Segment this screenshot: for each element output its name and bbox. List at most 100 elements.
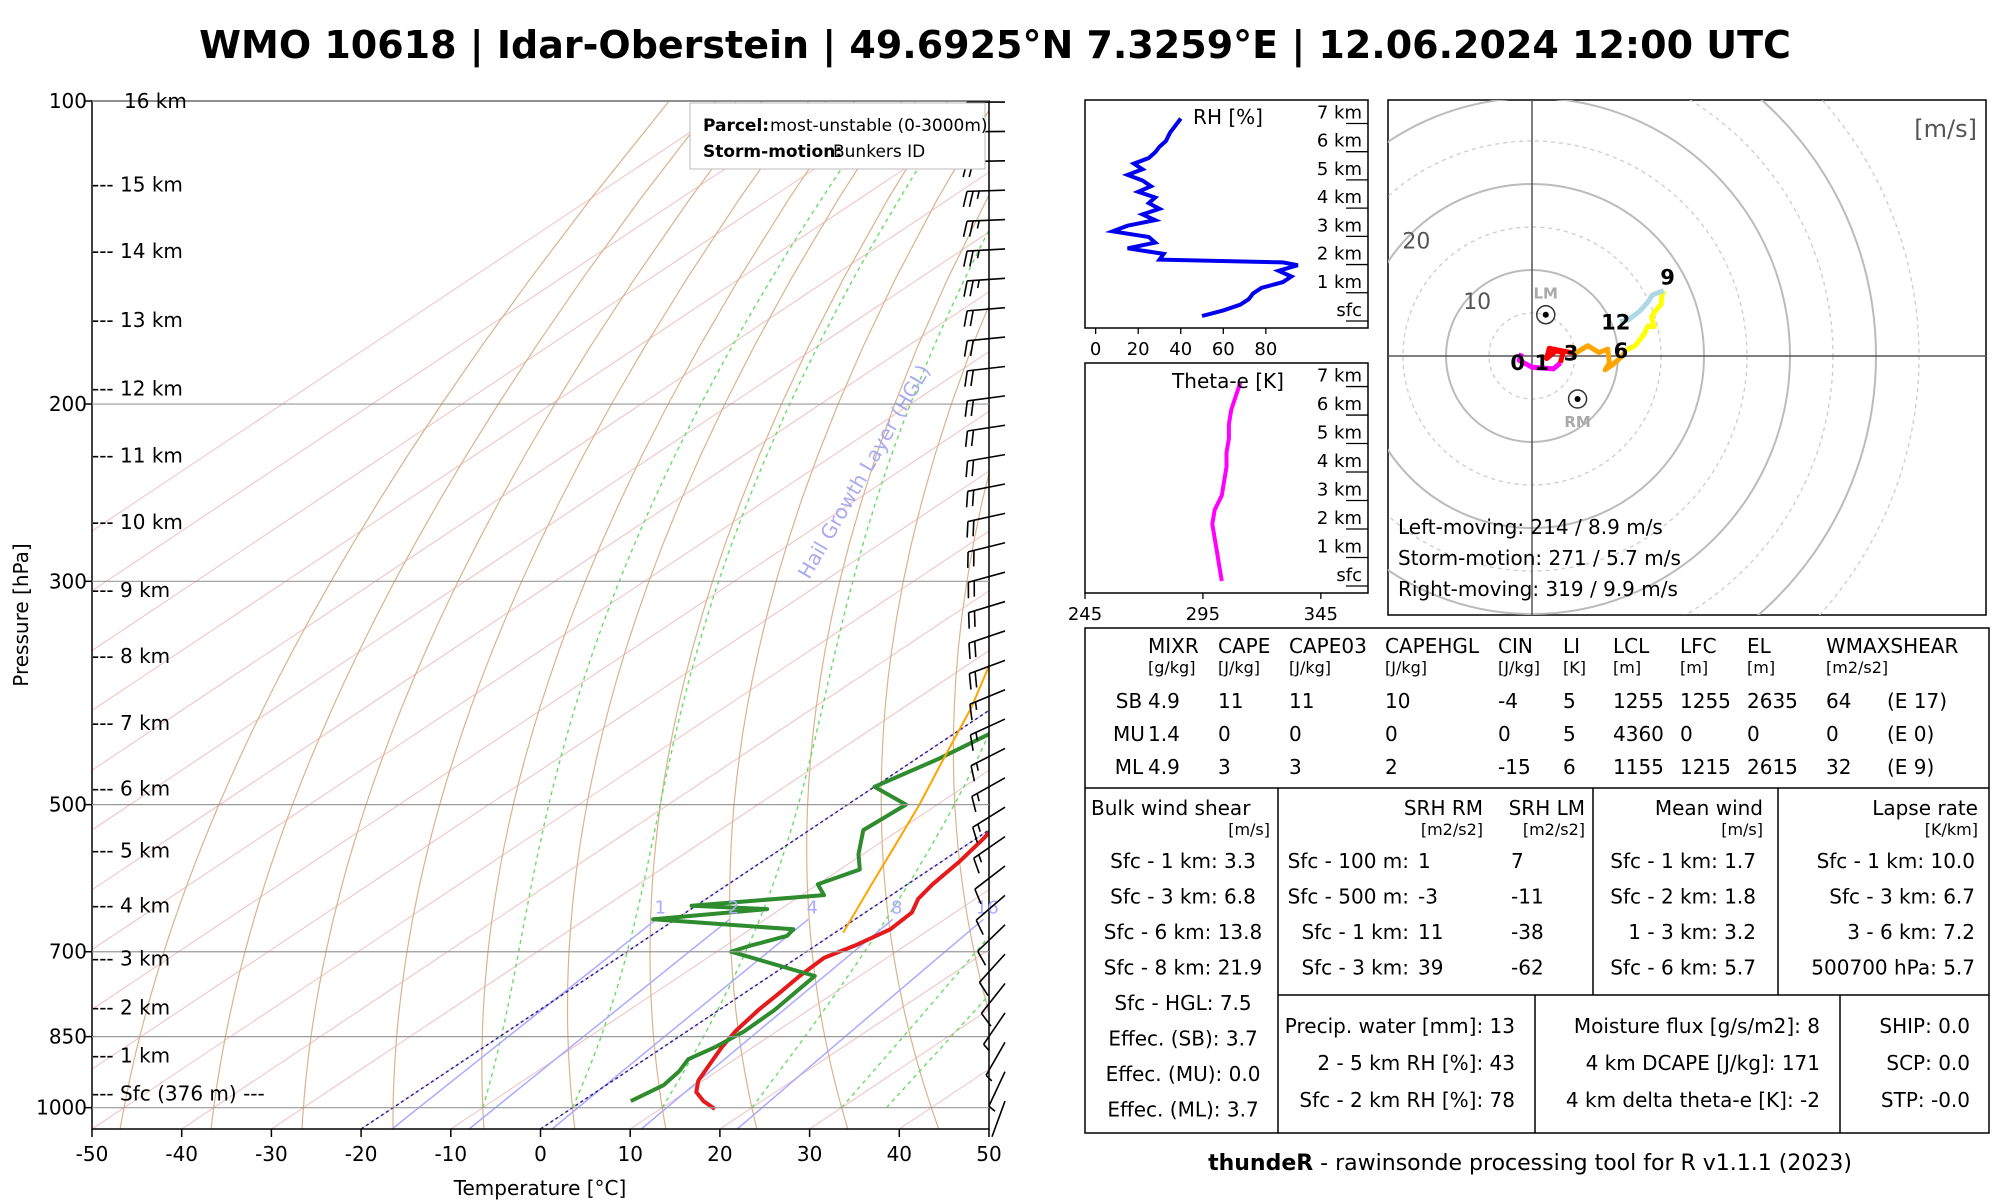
- moisture-row: 2 - 5 km RH [%]: 43: [1317, 1051, 1515, 1075]
- wind-barb-flag: [989, 1106, 995, 1111]
- height-label: 16 km: [124, 89, 187, 113]
- mixing-ratio-label: 8: [891, 897, 902, 918]
- thetae-y-tick-label: sfc: [1336, 565, 1362, 586]
- table-cell: 10: [1385, 689, 1410, 713]
- mixing-ratio-line: [552, 919, 808, 1129]
- wind-barb-flag: [970, 251, 973, 267]
- hodo-readout-right: Right-moving: 319 / 9.9 m/s: [1398, 577, 1678, 601]
- hodo-readout-left: Left-moving: 214 / 8.9 m/s: [1398, 515, 1663, 539]
- pressure-tick-label: 850: [49, 1025, 87, 1049]
- table-cell: 0: [1747, 722, 1760, 746]
- pressure-tick-label: 700: [49, 940, 87, 964]
- wind-barb-flag: [964, 251, 967, 267]
- table-row-label: ML: [1115, 755, 1144, 779]
- temperature-tick-label: 0: [534, 1142, 547, 1166]
- srh-row-label: Sfc - 100 m:: [1288, 849, 1409, 873]
- moisture-row: Sfc - 2 km RH [%]: 78: [1299, 1088, 1515, 1112]
- table-unit: [m]: [1613, 658, 1641, 677]
- table-cell: (E 0): [1887, 722, 1934, 746]
- hodo-readout-mean: Storm-motion: 271 / 5.7 m/s: [1398, 546, 1681, 570]
- table-unit: [J/kg]: [1218, 658, 1260, 677]
- figure-title: WMO 10618 | Idar-Oberstein | 49.6925°N 7…: [199, 23, 1791, 68]
- table-unit: [J/kg]: [1385, 658, 1427, 677]
- table-row-label: SB: [1116, 689, 1142, 713]
- table-cell: 5: [1563, 722, 1576, 746]
- mixing-ratio-line: [469, 919, 729, 1129]
- rh-y-tick-label: 3 km: [1317, 215, 1362, 236]
- bulk-shear-row: Effec. (SB): 3.7: [1108, 1027, 1257, 1051]
- mean-wind-row: Sfc - 2 km: 1.8: [1610, 885, 1756, 909]
- wind-barb-flag: [978, 280, 980, 288]
- table-header: CAPE03: [1289, 634, 1367, 658]
- hodo-height-label: 1: [1534, 351, 1549, 375]
- srh-row-label: Sfc - 500 m:: [1288, 885, 1409, 909]
- hodo-height-label: 3: [1564, 341, 1579, 365]
- table-cell: 32: [1826, 755, 1851, 779]
- hgl-label: Hail Growth Layer (HGL): [793, 360, 935, 582]
- lapse-rate-title: Lapse rate: [1872, 796, 1978, 820]
- temperature-tick-label: 50: [976, 1142, 1001, 1166]
- table-unit: [J/kg]: [1289, 658, 1331, 677]
- table-row-label: MU: [1113, 722, 1145, 746]
- hodo-height-label: 6: [1614, 339, 1629, 363]
- table-header: LFC: [1680, 634, 1717, 658]
- rh-y-tick-label: 1 km: [1317, 272, 1362, 293]
- wind-barb-flag: [971, 400, 973, 416]
- lapse-rate-unit: [K/km]: [1925, 820, 1978, 839]
- srh-rm-value: 39: [1418, 956, 1443, 980]
- wind-barb-flag: [970, 281, 973, 297]
- wind-barb-flag: [969, 613, 970, 629]
- thetae-x-tick-label: 345: [1304, 604, 1338, 625]
- table-unit: [J/kg]: [1498, 658, 1540, 677]
- mixing-ratio-label: 1: [655, 897, 666, 918]
- hodo-height-label: 0: [1510, 351, 1525, 375]
- height-label: --- 10 km: [92, 510, 183, 534]
- wind-barb-flag: [966, 431, 968, 447]
- wind-barb-flag: [965, 341, 968, 357]
- height-label: --- 12 km: [92, 376, 183, 400]
- bulk-shear-row: Effec. (MU): 0.0: [1106, 1062, 1261, 1086]
- rh-x-tick-label: 0: [1090, 339, 1101, 360]
- temperature-tick-label: 30: [797, 1142, 822, 1166]
- dry-adiabat: [393, 101, 809, 1129]
- table-header: LCL: [1613, 634, 1650, 658]
- lapse-rate-row: Sfc - 3 km: 6.7: [1829, 885, 1975, 909]
- wind-barb-flag: [964, 281, 967, 297]
- pressure-tick-label: 100: [49, 89, 87, 113]
- moisture-row: Precip. water [mm]: 13: [1285, 1014, 1515, 1038]
- temperature-tick-label: 40: [887, 1142, 912, 1166]
- height-label: --- Sfc (376 m) ---: [92, 1081, 265, 1105]
- table-cell: 2: [1385, 755, 1398, 779]
- table-cell: 1255: [1613, 689, 1664, 713]
- table-cell: 1255: [1680, 689, 1731, 713]
- hodo-height-label: 12: [1601, 311, 1630, 335]
- moist-adiabat: [573, 101, 962, 1108]
- mixing-ratio-line: [392, 919, 656, 1129]
- temperature-tick-label: -50: [76, 1142, 109, 1166]
- wind-barb-flag: [977, 763, 979, 771]
- mean-wind-row: 1 - 3 km: 3.2: [1628, 920, 1756, 944]
- table-cell: 1155: [1613, 755, 1664, 779]
- dry-adiabat: [211, 101, 715, 1129]
- footer-credit: thundeR - rawinsonde processing tool for…: [1208, 1151, 1852, 1176]
- legend-storm-label: Storm-motion:: [703, 142, 842, 162]
- thetae-y-tick-label: 2 km: [1317, 508, 1362, 529]
- wind-barb-flag: [974, 611, 975, 627]
- table-cell: 0: [1498, 722, 1511, 746]
- height-label: --- 3 km: [92, 947, 170, 971]
- bulk-shear-title: Bulk wind shear: [1091, 796, 1251, 820]
- srh-lm-value: 7: [1511, 849, 1524, 873]
- rh-x-tick-label: 40: [1169, 339, 1192, 360]
- wind-barb-flag: [969, 191, 973, 207]
- dcape-row: 4 km DCAPE [J/kg]: 171: [1586, 1051, 1820, 1075]
- table-cell: -4: [1498, 689, 1518, 713]
- table-cell: (E 9): [1887, 755, 1934, 779]
- srh-lm-unit: [m2/s2]: [1523, 820, 1585, 839]
- height-label: --- 8 km: [92, 644, 170, 668]
- lapse-rate-row: 500700 hPa: 5.7: [1811, 956, 1975, 980]
- bulk-shear-row: Sfc - 3 km: 6.8: [1110, 885, 1256, 909]
- lapse-rate-row: 3 - 6 km: 7.2: [1847, 920, 1975, 944]
- bulk-shear-row: Sfc - 6 km: 13.8: [1104, 920, 1262, 944]
- hodo-height-label: 9: [1660, 266, 1675, 290]
